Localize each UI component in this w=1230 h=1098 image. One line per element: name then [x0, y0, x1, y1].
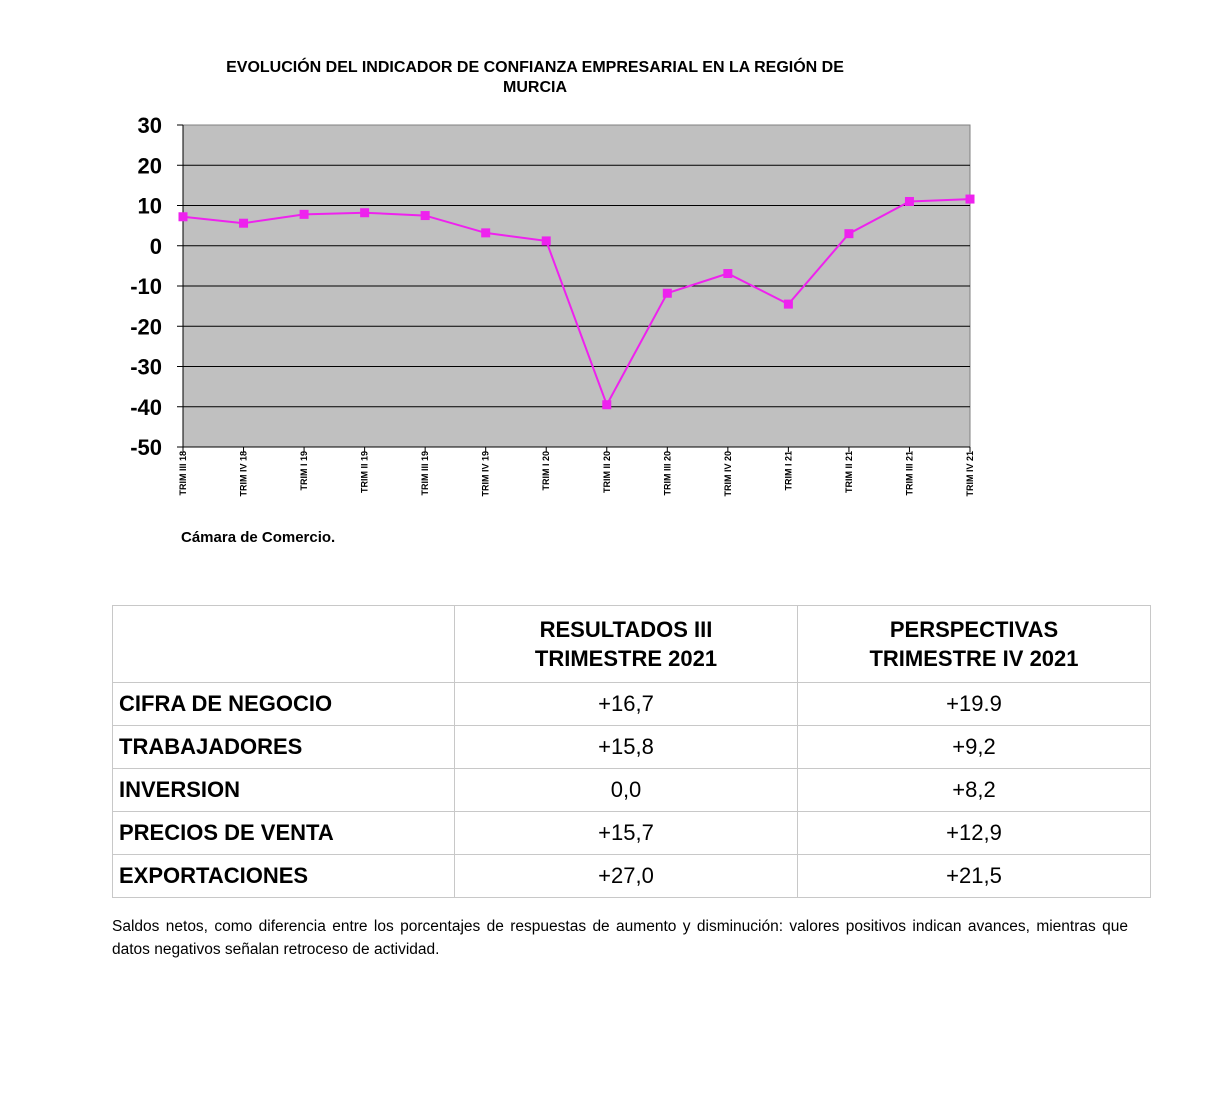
- resultados-value: +16,7: [454, 682, 798, 726]
- y-tick-label: -20: [130, 314, 162, 339]
- table-row: TRABAJADORES +15,8 +9,2: [112, 725, 1151, 769]
- x-tick-label: TRIM III 20: [662, 451, 672, 496]
- perspectivas-value: +12,9: [797, 811, 1151, 855]
- x-tick-label: TRIM II 20: [602, 451, 612, 493]
- y-tick-label: -30: [130, 355, 162, 380]
- data-point: [239, 218, 249, 228]
- series-line: [182, 198, 971, 408]
- x-tick-label: TRIM I 19: [299, 451, 309, 491]
- perspectivas-value: +9,2: [797, 725, 1151, 769]
- chart-title: EVOLUCIÓN DEL INDICADOR DE CONFIANZA EMP…: [226, 59, 844, 96]
- row-label: INVERSION: [112, 768, 455, 812]
- x-tick-label: TRIM I 21: [783, 451, 793, 491]
- data-point: [723, 269, 733, 279]
- data-point: [420, 211, 430, 221]
- line-chart: 30 20 10 0 -10 -20 -30 -40 -50 TRIM III 18 TRIM IV…: [130, 113, 975, 497]
- header-resultados-text: RESULTADOS III TRIMESTRE 2021: [534, 617, 718, 671]
- x-tick-label: TRIM IV 18: [239, 451, 249, 497]
- x-tick-label: TRIM III 19: [420, 451, 430, 496]
- x-tick-label: TRIM IV 20: [723, 451, 733, 497]
- data-point: [360, 208, 370, 218]
- data-point: [299, 209, 309, 219]
- data-point: [783, 299, 793, 309]
- x-tick-label: TRIM III 21: [904, 451, 914, 496]
- table-header-row: RESULTADOS III TRIMESTRE 2021 PERSPECTIV…: [112, 605, 1151, 683]
- footnote: Saldos netos, como diferencia entre los …: [112, 918, 1128, 958]
- perspectivas-value: +8,2: [797, 768, 1151, 812]
- data-point: [602, 400, 612, 410]
- data-point: [904, 196, 914, 206]
- x-tick-label: TRIM IV 21: [965, 451, 975, 497]
- header-perspectivas: PERSPECTIVAS TRIMESTRE IV 2021: [797, 605, 1151, 683]
- y-tick-label: -40: [130, 395, 162, 420]
- resultados-value: 0,0: [454, 768, 798, 812]
- perspectivas-value: +21,5: [797, 854, 1151, 898]
- table-row: INVERSION 0,0 +8,2: [112, 768, 1151, 812]
- row-label: TRABAJADORES: [112, 725, 455, 769]
- data-point: [178, 212, 188, 222]
- resultados-value: +15,8: [454, 725, 798, 769]
- y-tick-label: 30: [138, 113, 162, 138]
- summary-table: RESULTADOS III TRIMESTRE 2021 PERSPECTIV…: [112, 605, 1151, 898]
- source-note: Cámara de Comercio.: [181, 529, 336, 546]
- x-tick-label: TRIM II 21: [844, 451, 854, 493]
- row-label: EXPORTACIONES: [112, 854, 455, 898]
- data-point: [481, 228, 491, 238]
- table-row: PRECIOS DE VENTA +15,7 +12,9: [112, 811, 1151, 855]
- header-perspectivas-text: PERSPECTIVAS TRIMESTRE IV 2021: [869, 617, 1079, 671]
- y-tick-label: 10: [138, 194, 162, 219]
- y-tick-label: 0: [150, 234, 162, 259]
- perspectivas-value: +19.9: [797, 682, 1151, 726]
- row-label: CIFRA DE NEGOCIO: [112, 682, 455, 726]
- y-tick-label: 20: [138, 153, 162, 178]
- resultados-value: +15,7: [454, 811, 798, 855]
- data-point: [965, 194, 975, 204]
- y-tick-label: -50: [130, 435, 162, 460]
- data-point: [541, 236, 551, 246]
- x-tick-label: TRIM I 20: [541, 451, 551, 491]
- y-tick-label: -10: [130, 274, 162, 299]
- resultados-value: +27,0: [454, 854, 798, 898]
- x-tick-label: TRIM IV 19: [481, 451, 491, 497]
- data-point: [662, 288, 672, 298]
- header-resultados: RESULTADOS III TRIMESTRE 2021: [454, 605, 798, 683]
- header-empty: [112, 605, 455, 683]
- table-row: CIFRA DE NEGOCIO +16,7 +19.9: [112, 682, 1151, 726]
- data-point: [844, 229, 854, 239]
- x-tick-label: TRIM III 18: [178, 451, 188, 496]
- row-label: PRECIOS DE VENTA: [112, 811, 455, 855]
- x-tick-label: TRIM II 19: [360, 451, 370, 493]
- table-row: EXPORTACIONES +27,0 +21,5: [112, 854, 1151, 898]
